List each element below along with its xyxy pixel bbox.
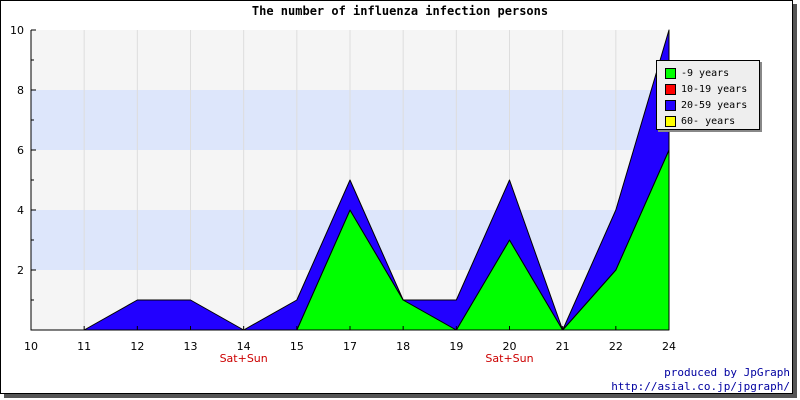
legend-swatch-0 (665, 67, 676, 79)
credit-produced-by: produced by JpGraph (664, 366, 790, 379)
legend-item-0: -9 years (657, 65, 759, 81)
legend-swatch-3 (665, 115, 676, 127)
x-tick-label: 21 (556, 340, 570, 353)
x-sub-label: Sat+Sun (485, 352, 533, 365)
legend-label-1: 10-19 years (681, 83, 748, 95)
legend-item-3: 60- years (657, 113, 759, 129)
y-tick-label: 2 (17, 264, 24, 277)
x-tick-label: 20 (503, 340, 517, 353)
legend-swatch-1 (665, 83, 676, 95)
x-tick-label: 10 (24, 340, 38, 353)
x-tick-label: 11 (77, 340, 91, 353)
legend-swatch-2 (665, 99, 676, 111)
x-tick-label: 14 (237, 340, 251, 353)
x-tick-label: 18 (396, 340, 410, 353)
x-tick-label: 24 (662, 340, 676, 353)
y-tick-label: 6 (17, 144, 24, 157)
x-tick-label: 13 (184, 340, 198, 353)
legend-label-0: -9 years (681, 67, 730, 79)
legend-item-2: 20-59 years (657, 97, 759, 113)
credit-url[interactable]: http://asial.co.jp/jpgraph/ (611, 380, 790, 393)
legend-item-1: 10-19 years (657, 81, 759, 97)
x-tick-label: 19 (449, 340, 463, 353)
y-tick-label: 8 (17, 84, 24, 97)
x-tick-label: 15 (290, 340, 304, 353)
y-tick-label: 4 (17, 204, 24, 217)
chart-legend: -9 years 10-19 years 20-59 years 60- yea… (656, 60, 760, 130)
legend-label-2: 20-59 years (681, 99, 748, 111)
x-tick-label: 12 (130, 340, 144, 353)
legend-label-3: 60- years (681, 115, 736, 127)
x-tick-label: 22 (609, 340, 623, 353)
x-tick-label: 17 (343, 340, 357, 353)
y-tick-label: 10 (10, 24, 24, 37)
chart-title: The number of influenza infection person… (251, 4, 549, 18)
x-sub-label: Sat+Sun (220, 352, 268, 365)
